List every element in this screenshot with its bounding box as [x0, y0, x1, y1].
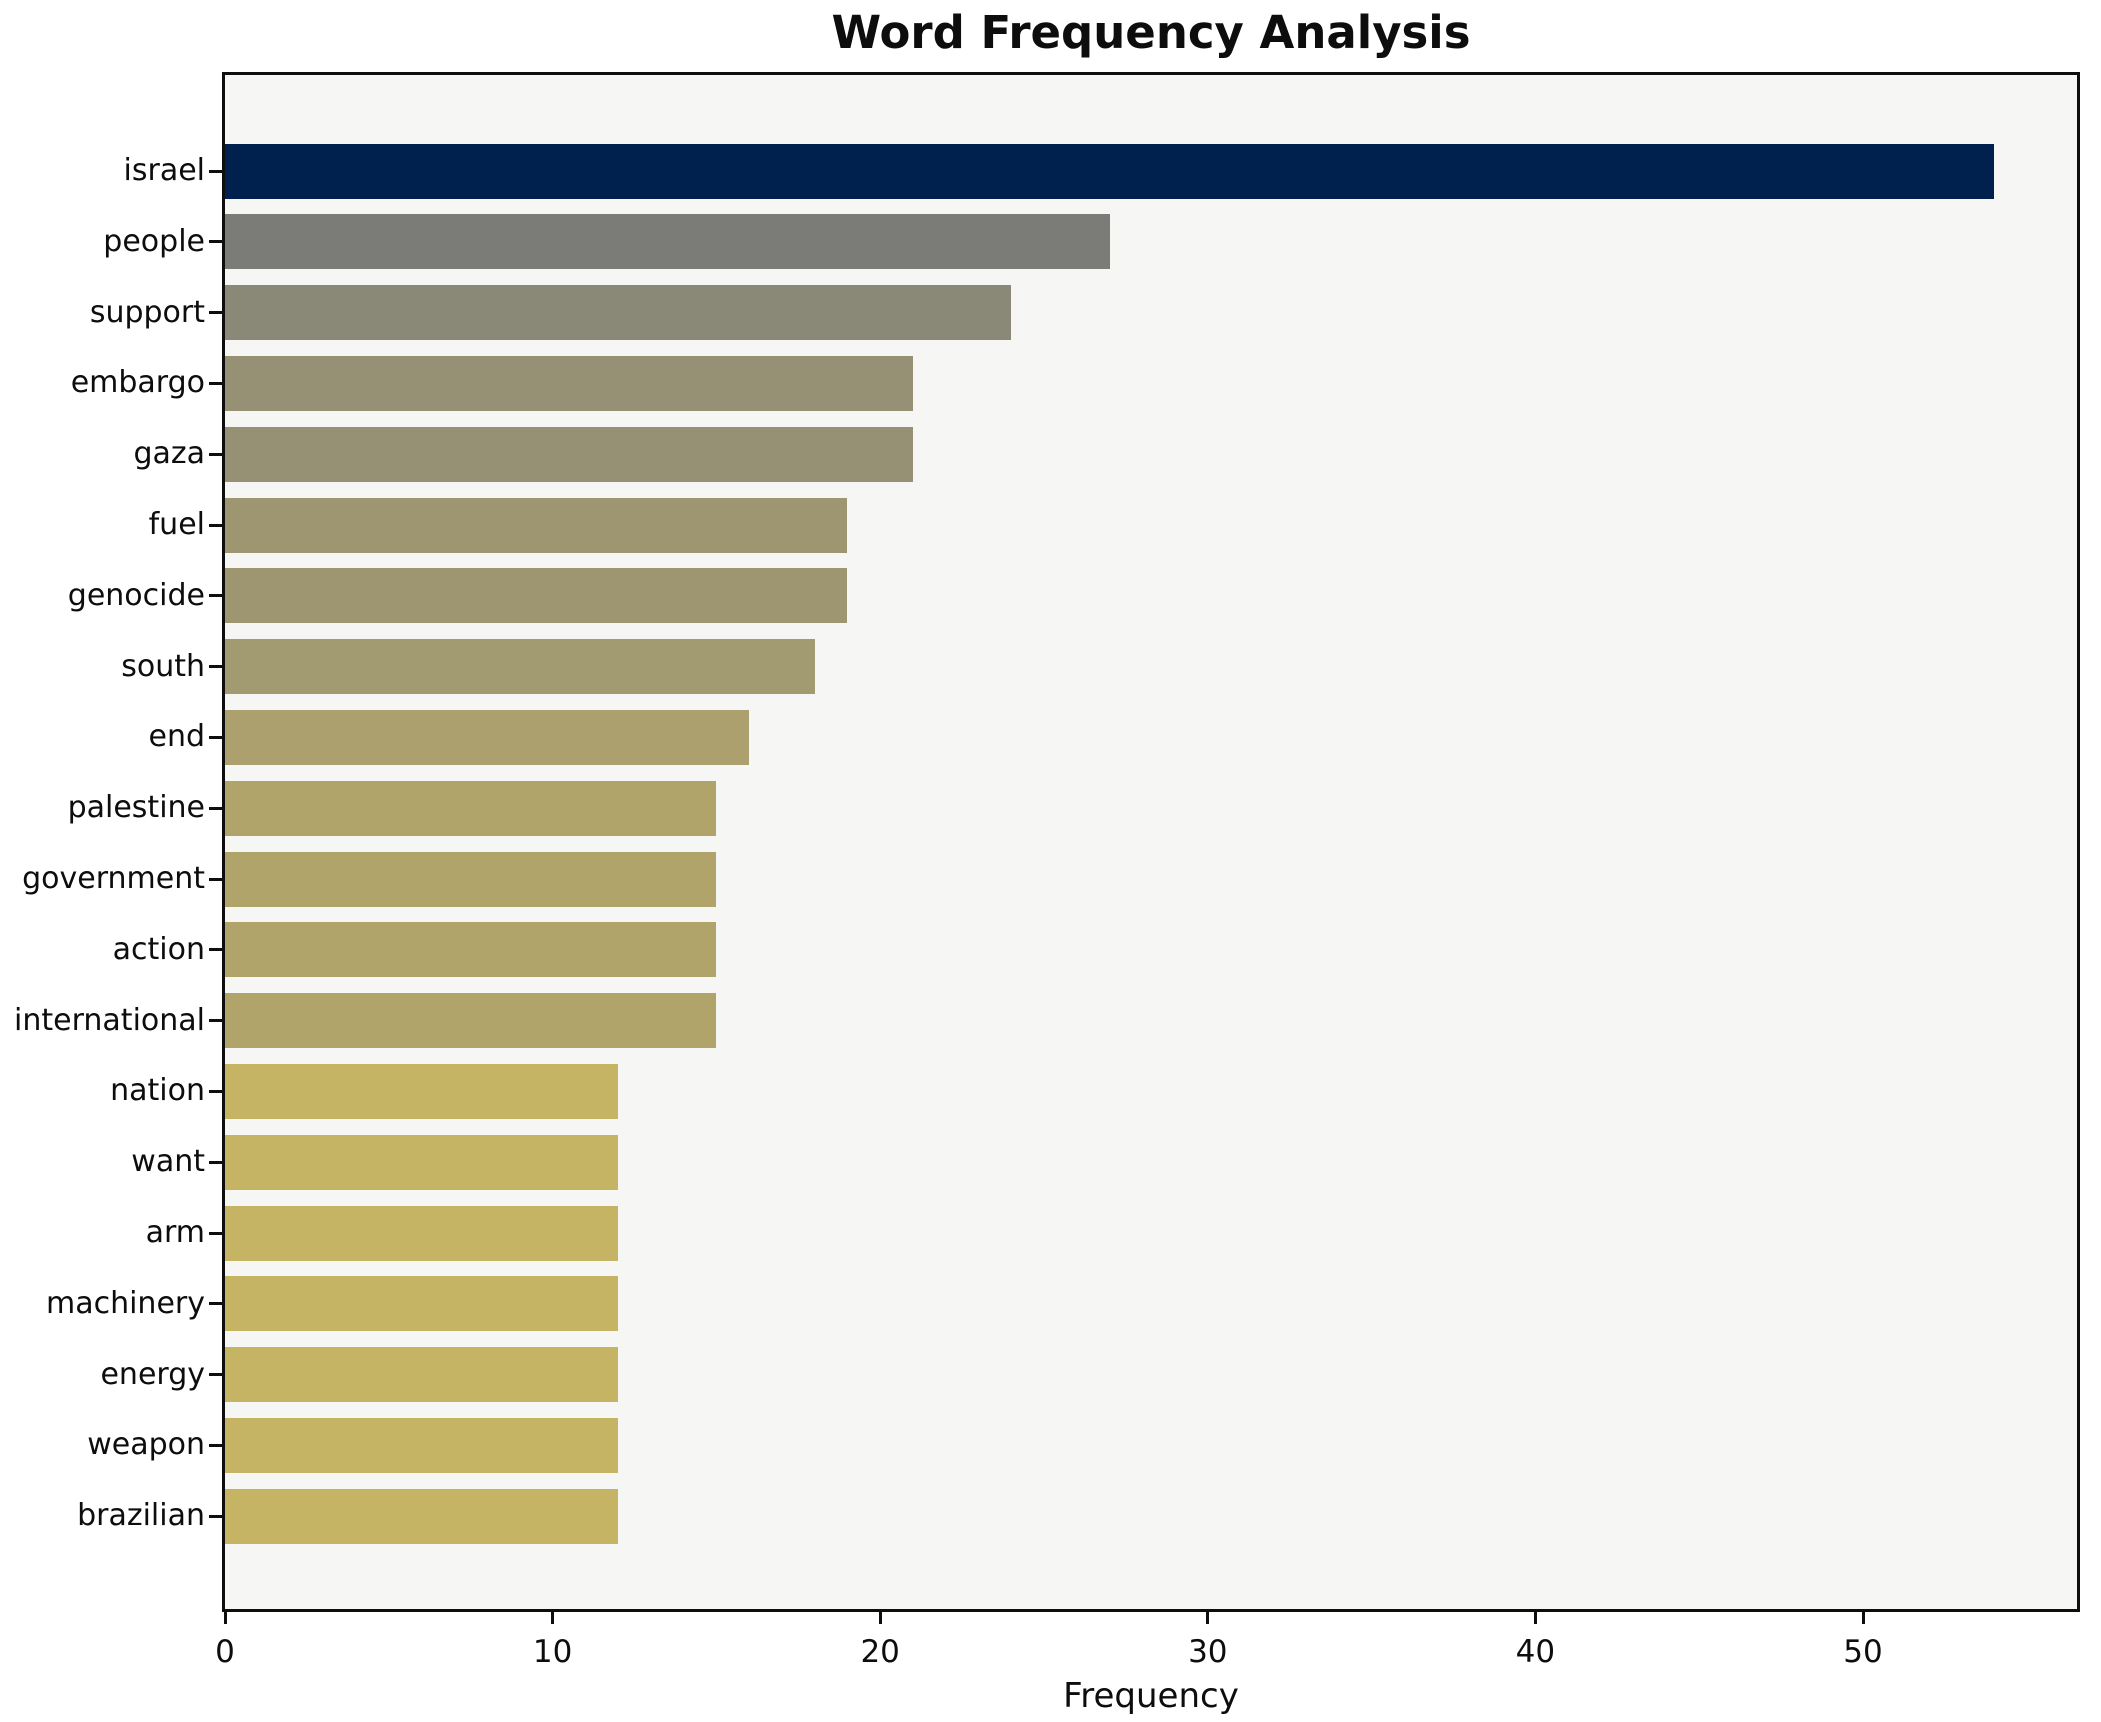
y-tick-mark	[209, 1373, 222, 1377]
y-tick-mark	[209, 1160, 222, 1164]
y-tick-label-support: support	[89, 294, 205, 330]
y-tick-label-embargo: embargo	[70, 365, 205, 401]
bar-government	[225, 851, 717, 907]
y-tick-mark	[209, 381, 222, 385]
chart-title: Word Frequency Analysis	[831, 6, 1471, 59]
x-tick-label-20: 20	[860, 1634, 900, 1670]
plot-area	[222, 72, 2080, 1612]
y-tick-label-action: action	[112, 931, 205, 967]
x-tick-mark	[1206, 1612, 1210, 1624]
y-tick-label-israel: israel	[123, 153, 205, 188]
bar-embargo	[225, 355, 913, 411]
y-tick-mark	[209, 1089, 222, 1093]
y-tick-label-palestine: palestine	[67, 790, 205, 826]
bar-weapon	[225, 1417, 619, 1473]
y-tick-label-south: south	[121, 648, 205, 684]
y-tick-label-arm: arm	[145, 1215, 205, 1250]
y-tick-label-gaza: gaza	[133, 436, 205, 472]
y-tick-label-nation: nation	[110, 1073, 205, 1109]
y-tick-mark	[209, 806, 222, 810]
y-tick-mark	[209, 877, 222, 881]
bar-energy	[225, 1347, 619, 1403]
y-tick-mark	[209, 665, 222, 669]
y-tick-mark	[209, 948, 222, 952]
y-tick-mark	[209, 1231, 222, 1235]
y-tick-mark	[209, 311, 222, 315]
x-tick-label-40: 40	[1515, 1634, 1556, 1670]
y-tick-mark	[209, 1514, 222, 1518]
y-tick-mark	[209, 240, 222, 244]
x-tick-label-0: 0	[215, 1634, 235, 1670]
bar-want	[225, 1134, 619, 1190]
y-tick-mark	[209, 735, 222, 739]
y-tick-label-want: want	[131, 1144, 205, 1180]
x-tick-label-10: 10	[532, 1634, 573, 1670]
y-tick-mark	[209, 594, 222, 598]
bar-fuel	[225, 497, 848, 553]
bar-brazilian	[225, 1488, 619, 1544]
bar-nation	[225, 1063, 619, 1119]
x-tick-mark	[223, 1612, 227, 1624]
bar-palestine	[225, 780, 717, 836]
y-tick-label-end: end	[148, 719, 205, 755]
bar-support	[225, 285, 1012, 341]
y-tick-mark	[209, 452, 222, 456]
x-tick-label-30: 30	[1188, 1634, 1228, 1670]
y-tick-label-genocide: genocide	[67, 577, 205, 613]
y-tick-label-machinery: machinery	[45, 1285, 205, 1321]
x-tick-mark	[1533, 1612, 1537, 1624]
bar-people	[225, 214, 1110, 270]
bar-gaza	[225, 426, 913, 482]
y-tick-label-energy: energy	[100, 1356, 205, 1392]
x-tick-mark	[878, 1612, 882, 1624]
x-tick-mark	[1861, 1612, 1865, 1624]
bar-genocide	[225, 568, 848, 624]
y-tick-label-people: people	[103, 223, 205, 259]
x-axis-label: Frequency	[1063, 1676, 1239, 1716]
bar-action	[225, 922, 717, 978]
bar-machinery	[225, 1276, 619, 1332]
x-tick-label-50: 50	[1843, 1634, 1883, 1670]
y-tick-mark	[209, 523, 222, 527]
y-tick-label-brazilian: brazilian	[77, 1498, 205, 1534]
y-tick-label-government: government	[22, 861, 205, 896]
bar-end	[225, 709, 750, 765]
y-tick-label-fuel: fuel	[148, 507, 205, 542]
y-tick-mark	[209, 1019, 222, 1023]
y-tick-mark	[209, 169, 222, 173]
y-tick-label-international: international	[14, 1002, 205, 1038]
x-tick-mark	[551, 1612, 555, 1624]
bar-south	[225, 639, 815, 695]
y-tick-mark	[209, 1302, 222, 1306]
y-tick-label-weapon: weapon	[87, 1427, 205, 1463]
bar-arm	[225, 1205, 619, 1261]
bar-israel	[225, 143, 1995, 199]
y-tick-mark	[209, 1443, 222, 1447]
bar-international	[225, 993, 717, 1049]
